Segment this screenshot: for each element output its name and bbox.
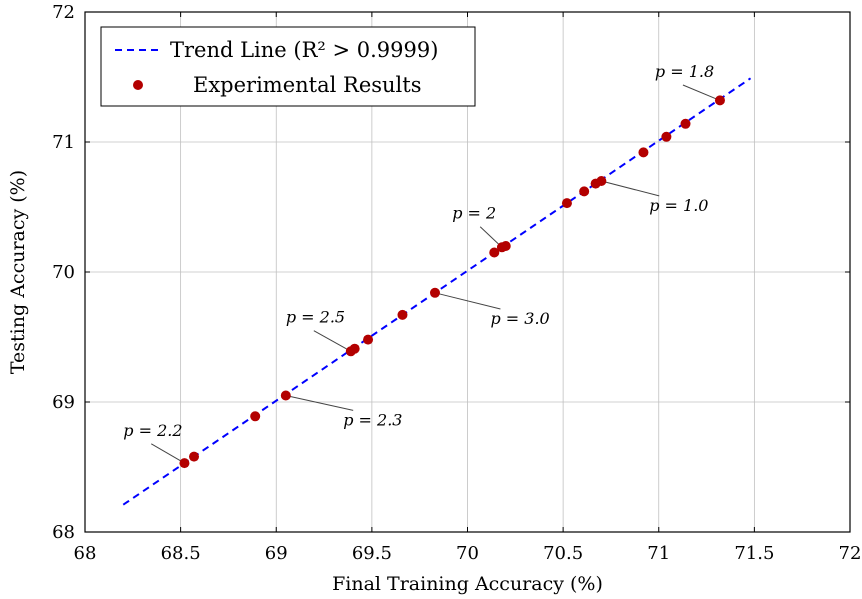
annotation-leader	[313, 330, 352, 352]
annotation-label: p = 1.8	[655, 62, 714, 81]
legend-experimental-label: Experimental Results	[193, 73, 422, 97]
data-points	[179, 95, 725, 469]
annotation-leader	[285, 395, 354, 411]
data-point	[489, 247, 500, 258]
data-point	[596, 176, 607, 186]
data-point	[280, 390, 291, 401]
data-point	[397, 309, 408, 320]
data-point	[561, 198, 572, 209]
annotation-leader	[682, 84, 721, 101]
data-point	[250, 411, 261, 422]
data-point	[661, 131, 672, 142]
trend-line-layer	[122, 77, 752, 506]
annotation-label: p = 3.0	[490, 309, 549, 328]
x-axis-label: Final Training Accuracy (%)	[332, 573, 603, 595]
y-tick-label: 72	[52, 2, 75, 23]
legend: Trend Line (R² > 0.9999) Experimental Re…	[100, 26, 476, 107]
annotation-label: p = 2	[452, 204, 496, 223]
y-axis-label: Testing Accuracy (%)	[7, 170, 29, 374]
data-point	[500, 241, 511, 251]
x-tick-label: 70	[456, 543, 479, 564]
annotation-label: p = 1.0	[649, 196, 708, 215]
data-point	[579, 186, 590, 197]
x-tick-label: 69	[265, 543, 288, 564]
tick-labels: 68 68.5 69 69.5 70 70.5 71 71.5 72 68 69 70 71 72	[52, 2, 861, 564]
x-tick-label: 72	[839, 543, 862, 564]
annotation-label: p = 2.5	[286, 308, 345, 327]
y-tick-label: 69	[52, 392, 75, 413]
data-point	[638, 147, 649, 158]
data-point	[189, 451, 200, 462]
annotation-label: p = 2.3	[343, 410, 402, 429]
data-point	[714, 95, 725, 106]
x-tick-label: 71	[647, 543, 670, 564]
legend-experimental-swatch	[133, 80, 143, 90]
x-tick-label: 69.5	[352, 543, 392, 564]
annotation-leader	[601, 180, 660, 197]
legend-box	[100, 26, 476, 107]
data-point	[680, 118, 691, 129]
data-point	[429, 287, 440, 298]
legend-trend-line-label: Trend Line (R² > 0.9999)	[170, 38, 438, 62]
y-tick-label: 71	[52, 132, 75, 153]
data-point	[349, 343, 360, 354]
x-tick-label: 68	[74, 543, 97, 564]
annotation-label: p = 2.2	[123, 421, 182, 440]
annotation-leader	[434, 292, 501, 310]
trend-line	[122, 77, 752, 506]
data-point	[363, 334, 374, 345]
x-tick-label: 70.5	[543, 543, 583, 564]
annotation-labels: p = 1.8 p = 1.0 p = 2 p = 3.0 p = 2.5 p = 2.3…	[123, 62, 714, 440]
x-tick-label: 68.5	[161, 543, 201, 564]
annotation-leader	[150, 443, 185, 464]
x-tick-label: 71.5	[734, 543, 774, 564]
y-tick-label: 68	[52, 522, 75, 543]
annotation-leaders	[150, 84, 721, 464]
data-point	[179, 458, 190, 469]
y-tick-label: 70	[52, 262, 75, 283]
